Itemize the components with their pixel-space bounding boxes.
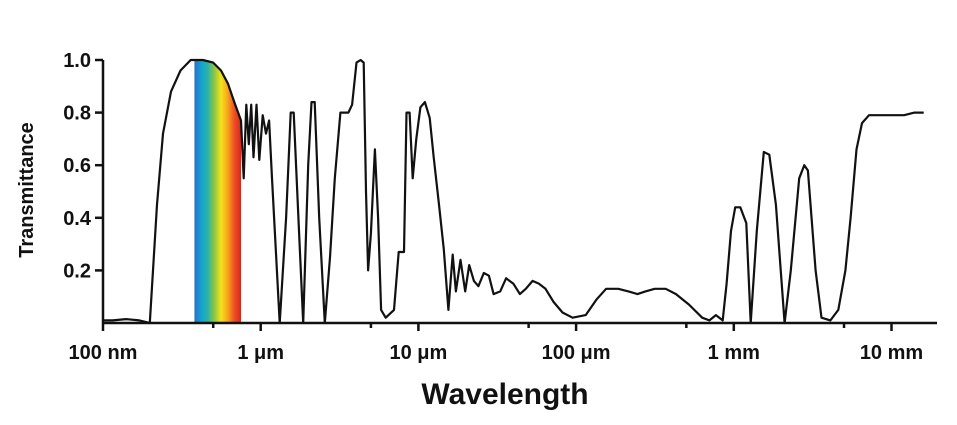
y-axis-label: Transmittance: [16, 122, 38, 258]
y-tick-label: 0.2: [63, 260, 91, 282]
x-tick-label: 100 nm: [69, 342, 138, 364]
x-tick-label: 10 μm: [389, 342, 447, 364]
y-tick-label: 0.8: [63, 103, 91, 125]
y-axis: 0.2 0.4 0.6 0.8 1.0: [63, 50, 105, 323]
y-tick-label: 0.6: [63, 155, 91, 177]
y-axis-ticks: 0.2 0.4 0.6 0.8 1.0: [63, 50, 103, 282]
transmittance-curve: [103, 58, 924, 325]
visible-spectrum-band: [194, 60, 241, 323]
x-axis-label: Wavelength: [421, 378, 588, 411]
x-axis: 100 nm 1 μm 10 μm 100 μm 1 mm 10 mm: [69, 321, 937, 364]
y-tick-label: 1.0: [63, 50, 91, 72]
x-axis-ticks: 100 nm 1 μm 10 μm 100 μm 1 mm 10 mm: [69, 323, 923, 364]
y-tick-label: 0.4: [63, 208, 92, 230]
x-tick-label: 100 μm: [542, 342, 611, 364]
x-tick-label: 10 mm: [860, 342, 923, 364]
x-tick-label: 1 μm: [237, 342, 284, 364]
x-tick-label: 1 mm: [708, 342, 760, 364]
